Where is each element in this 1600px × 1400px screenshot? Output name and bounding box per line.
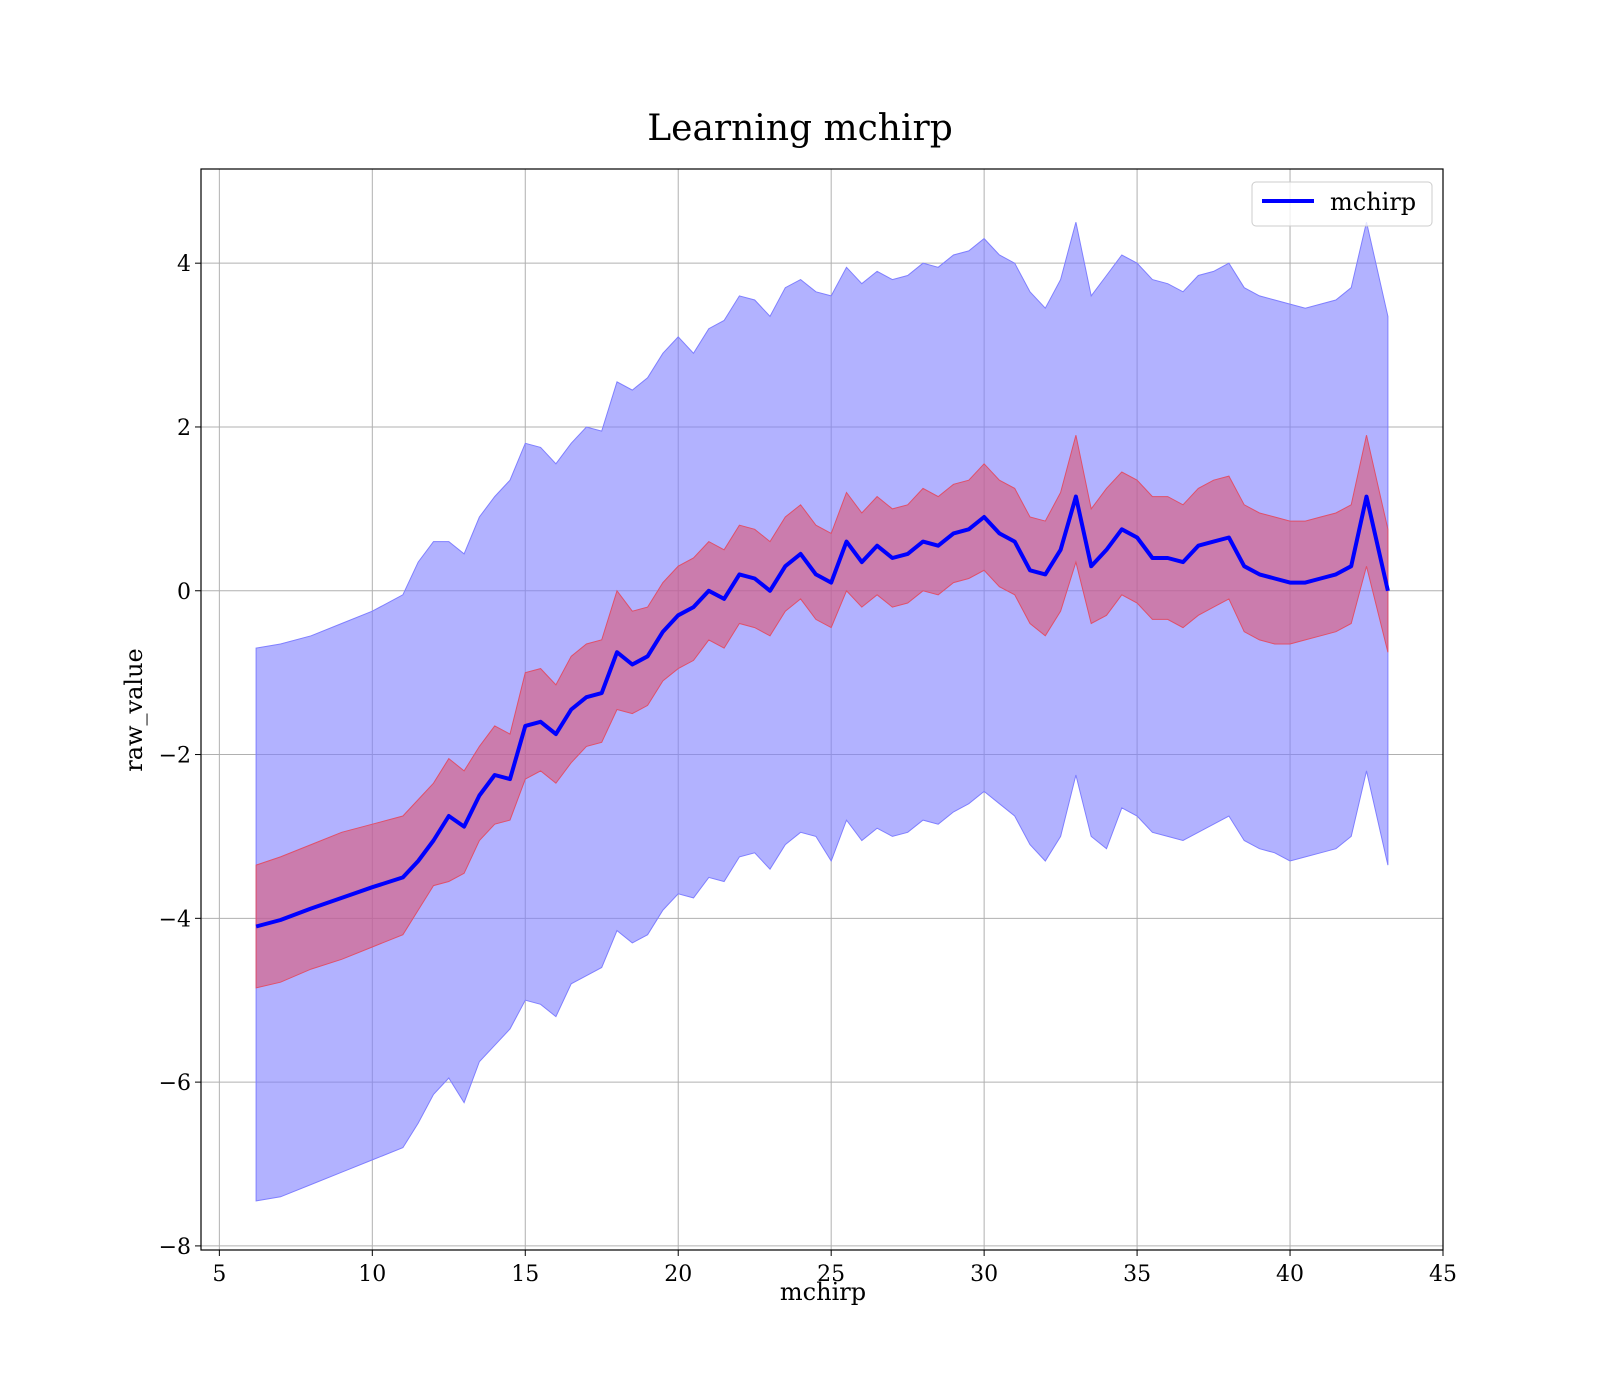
x-tick-label: 5 xyxy=(212,1262,226,1287)
x-axis-label: mchirp xyxy=(780,1278,866,1306)
legend-box xyxy=(1251,181,1433,227)
x-tick-label: 35 xyxy=(1123,1262,1151,1287)
legend-label-mchirp: mchirp xyxy=(1330,188,1416,216)
y-axis-label: raw_value xyxy=(120,648,148,772)
inner-band-area xyxy=(255,435,1389,989)
x-tick-label: 45 xyxy=(1429,1262,1457,1287)
x-tick-label: 20 xyxy=(664,1262,692,1287)
tick-layer: 5 10 15 20 25 30 35 40 45 −8 −6 −4 −2 0 2 4 xyxy=(159,252,1457,1287)
series-line-mchirp xyxy=(255,494,1390,929)
band-layer xyxy=(255,222,1389,1202)
chart-title: Learning mchirp xyxy=(647,108,953,149)
x-tick-label: 10 xyxy=(358,1262,386,1287)
line-layer xyxy=(255,494,1390,929)
y-tick-label: 0 xyxy=(177,580,191,605)
x-tick-label: 25 xyxy=(817,1262,845,1287)
y-tick-label: 4 xyxy=(177,252,191,277)
plot-frame xyxy=(200,168,1444,1251)
outer-band-area xyxy=(255,222,1389,1202)
legend: mchirp xyxy=(1251,181,1433,227)
y-tick-label: 2 xyxy=(177,416,191,441)
y-tick-label: −2 xyxy=(159,744,191,769)
x-tick-label: 15 xyxy=(511,1262,539,1287)
y-tick-label: −4 xyxy=(159,907,191,932)
x-tick-label: 30 xyxy=(970,1262,998,1287)
y-tick-label: −8 xyxy=(159,1235,191,1260)
y-tick-label: −6 xyxy=(159,1071,191,1096)
x-tick-label: 40 xyxy=(1276,1262,1304,1287)
